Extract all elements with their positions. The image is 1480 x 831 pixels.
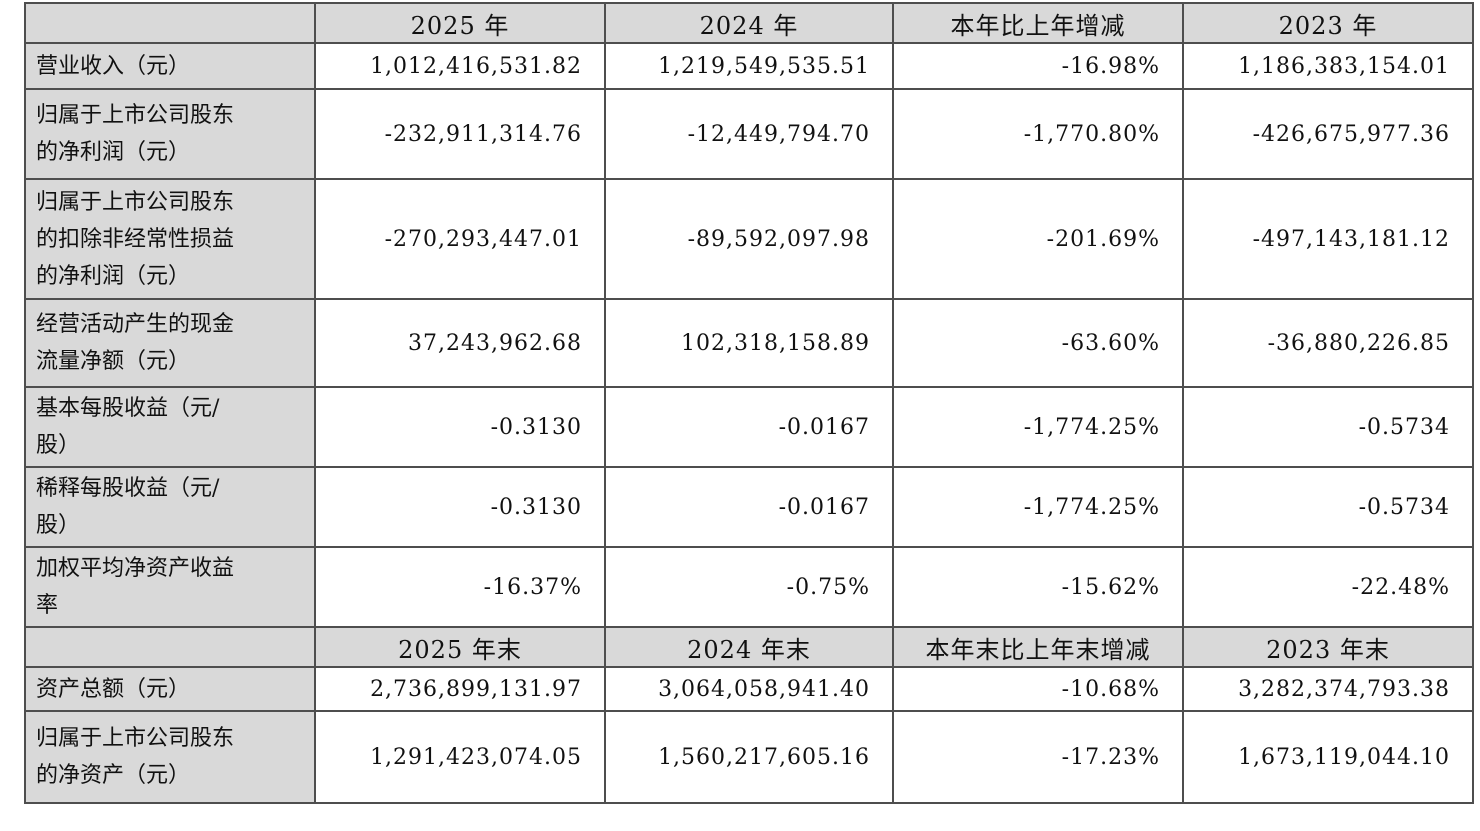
header-year-2023: 2023 年 xyxy=(1182,2,1474,44)
financial-summary-table: 2025 年 2024 年 本年比上年增减 2023 年 营业收入（元） 1,0… xyxy=(24,2,1474,804)
net-assets-2023: 1,673,119,044.10 xyxy=(1182,710,1474,804)
year-end-header-row: 2025 年末 2024 年末 本年末比上年末增减 2023 年末 xyxy=(24,626,1474,668)
row-label-revenue: 营业收入（元） xyxy=(24,42,316,90)
total-assets-2024: 3,064,058,941.40 xyxy=(604,666,894,712)
net-profit-2024: -12,449,794.70 xyxy=(604,88,894,180)
row-operating-cash-flow: 经营活动产生的现金 流量净额（元） 37,243,962.68 102,318,… xyxy=(24,298,1474,388)
row-revenue: 营业收入（元） 1,012,416,531.82 1,219,549,535.5… xyxy=(24,42,1474,90)
annual-header-row: 2025 年 2024 年 本年比上年增减 2023 年 xyxy=(24,2,1474,44)
header-end-2024: 2024 年末 xyxy=(604,626,894,668)
row-net-profit-excl-nonrecurring: 归属于上市公司股东 的扣除非经常性损益 的净利润（元） -270,293,447… xyxy=(24,178,1474,300)
row-label-total-assets: 资产总额（元） xyxy=(24,666,316,712)
net-profit-excl-2024: -89,592,097.98 xyxy=(604,178,894,300)
header-year-2025: 2025 年 xyxy=(314,2,606,44)
row-net-profit: 归属于上市公司股东 的净利润（元） -232,911,314.76 -12,44… xyxy=(24,88,1474,180)
row-label-net-profit-excl-nonrecurring: 归属于上市公司股东 的扣除非经常性损益 的净利润（元） xyxy=(24,178,316,300)
net-profit-2025: -232,911,314.76 xyxy=(314,88,606,180)
basic-eps-2023: -0.5734 xyxy=(1182,386,1474,468)
basic-eps-2024: -0.0167 xyxy=(604,386,894,468)
net-profit-excl-2023: -497,143,181.12 xyxy=(1182,178,1474,300)
row-diluted-eps: 稀释每股收益（元/ 股） -0.3130 -0.0167 -1,774.25% … xyxy=(24,466,1474,548)
row-label-net-profit: 归属于上市公司股东 的净利润（元） xyxy=(24,88,316,180)
revenue-yoy: -16.98% xyxy=(892,42,1184,90)
diluted-eps-yoy: -1,774.25% xyxy=(892,466,1184,548)
cash-flow-2024: 102,318,158.89 xyxy=(604,298,894,388)
header-end-2023: 2023 年末 xyxy=(1182,626,1474,668)
roe-2024: -0.75% xyxy=(604,546,894,628)
roe-2025: -16.37% xyxy=(314,546,606,628)
net-profit-excl-2025: -270,293,447.01 xyxy=(314,178,606,300)
basic-eps-2025: -0.3130 xyxy=(314,386,606,468)
roe-yoy: -15.62% xyxy=(892,546,1184,628)
net-profit-yoy: -1,770.80% xyxy=(892,88,1184,180)
header-end-2025: 2025 年末 xyxy=(314,626,606,668)
revenue-2025: 1,012,416,531.82 xyxy=(314,42,606,90)
cash-flow-yoy: -63.60% xyxy=(892,298,1184,388)
total-assets-2023: 3,282,374,793.38 xyxy=(1182,666,1474,712)
cash-flow-2025: 37,243,962.68 xyxy=(314,298,606,388)
header-year-2024: 2024 年 xyxy=(604,2,894,44)
row-label-basic-eps: 基本每股收益（元/ 股） xyxy=(24,386,316,468)
net-profit-excl-yoy: -201.69% xyxy=(892,178,1184,300)
net-profit-2023: -426,675,977.36 xyxy=(1182,88,1474,180)
row-net-assets: 归属于上市公司股东 的净资产（元） 1,291,423,074.05 1,560… xyxy=(24,710,1474,804)
row-label-weighted-avg-roe: 加权平均净资产收益 率 xyxy=(24,546,316,628)
diluted-eps-2025: -0.3130 xyxy=(314,466,606,548)
total-assets-2025: 2,736,899,131.97 xyxy=(314,666,606,712)
header-yoy-change: 本年比上年增减 xyxy=(892,2,1184,44)
header-end-yoy-change: 本年末比上年末增减 xyxy=(892,626,1184,668)
row-label-diluted-eps: 稀释每股收益（元/ 股） xyxy=(24,466,316,548)
row-basic-eps: 基本每股收益（元/ 股） -0.3130 -0.0167 -1,774.25% … xyxy=(24,386,1474,468)
net-assets-yoy: -17.23% xyxy=(892,710,1184,804)
row-label-net-assets: 归属于上市公司股东 的净资产（元） xyxy=(24,710,316,804)
row-total-assets: 资产总额（元） 2,736,899,131.97 3,064,058,941.4… xyxy=(24,666,1474,712)
corner-blank-cell xyxy=(24,2,316,44)
row-weighted-avg-roe: 加权平均净资产收益 率 -16.37% -0.75% -15.62% -22.4… xyxy=(24,546,1474,628)
net-assets-2025: 1,291,423,074.05 xyxy=(314,710,606,804)
total-assets-yoy: -10.68% xyxy=(892,666,1184,712)
cash-flow-2023: -36,880,226.85 xyxy=(1182,298,1474,388)
diluted-eps-2023: -0.5734 xyxy=(1182,466,1474,548)
revenue-2023: 1,186,383,154.01 xyxy=(1182,42,1474,90)
roe-2023: -22.48% xyxy=(1182,546,1474,628)
row-label-operating-cash-flow: 经营活动产生的现金 流量净额（元） xyxy=(24,298,316,388)
basic-eps-yoy: -1,774.25% xyxy=(892,386,1184,468)
net-assets-2024: 1,560,217,605.16 xyxy=(604,710,894,804)
diluted-eps-2024: -0.0167 xyxy=(604,466,894,548)
corner-blank-cell-2 xyxy=(24,626,316,668)
revenue-2024: 1,219,549,535.51 xyxy=(604,42,894,90)
